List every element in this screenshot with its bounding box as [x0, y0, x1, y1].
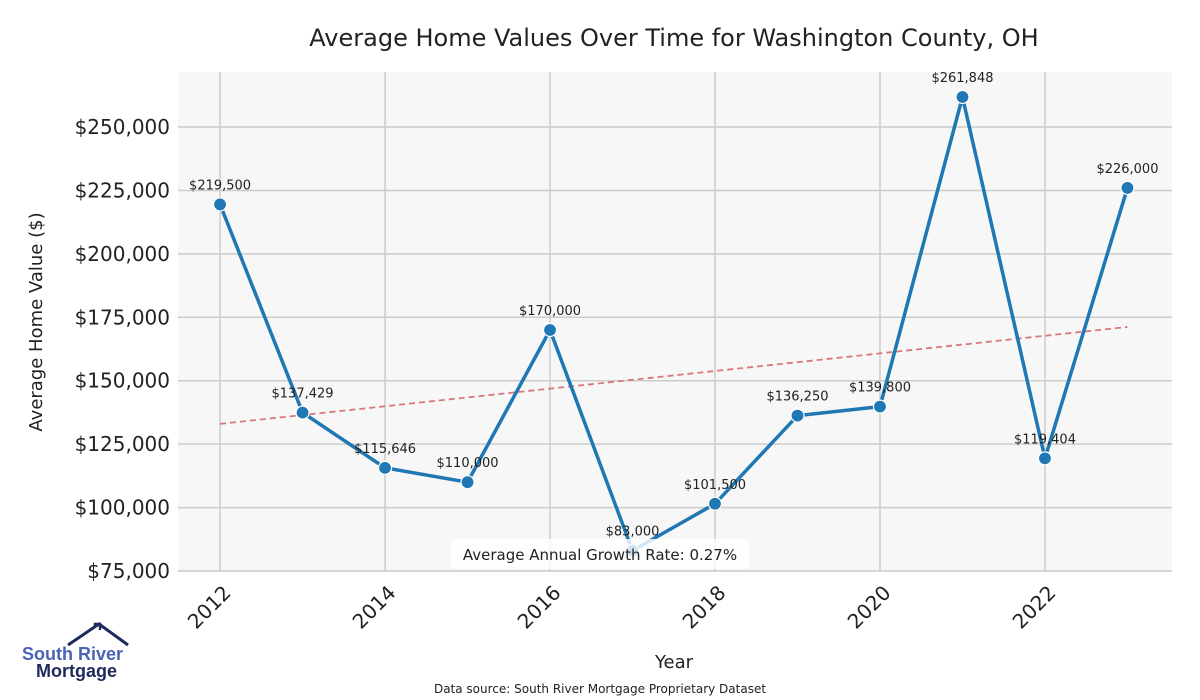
logo-line2: Mortgage — [36, 661, 117, 681]
data-point — [1120, 180, 1135, 196]
y-tick-label: $125,000 — [75, 432, 170, 456]
data-label: $219,500 — [189, 178, 251, 193]
data-point — [790, 408, 805, 423]
data-label: $226,000 — [1096, 162, 1158, 177]
data-label: $139,800 — [849, 381, 911, 396]
trend-line — [219, 326, 1128, 425]
logo-line1: South River — [22, 644, 123, 664]
data-point — [377, 460, 393, 475]
x-tick-label: 2016 — [513, 581, 566, 634]
data-point — [542, 322, 558, 338]
data-label: $261,848 — [931, 71, 993, 86]
data-source: Data source: South River Mortgage Propri… — [434, 682, 766, 696]
data-label: $83,000 — [606, 525, 660, 540]
x-axis-label: Year — [654, 652, 694, 673]
data-label: $101,500 — [684, 478, 746, 493]
data-label: $170,000 — [519, 304, 581, 319]
series-line — [218, 96, 1130, 554]
data-label: $136,250 — [766, 390, 828, 405]
logo: South River Mortgage — [22, 622, 129, 681]
x-tick-label: 2022 — [1008, 581, 1061, 634]
y-tick-label: $100,000 — [75, 496, 170, 520]
data-point — [295, 405, 310, 420]
growth-rate-annotation: Average Annual Growth Rate: 0.27% — [463, 546, 737, 564]
growth-rate-box — [450, 539, 750, 569]
y-tick-label: $175,000 — [75, 305, 170, 329]
data-point — [212, 197, 228, 212]
data-point — [1037, 451, 1053, 466]
x-tick-label: 2014 — [348, 581, 401, 634]
chart-title: Average Home Values Over Time for Washin… — [309, 24, 1038, 52]
y-tick-label: $150,000 — [75, 369, 170, 393]
y-tick-label: $225,000 — [75, 178, 170, 202]
data-point — [872, 399, 888, 414]
data-label: $110,000 — [437, 456, 499, 471]
data-label: $137,429 — [272, 387, 334, 402]
x-tick-label: 2018 — [678, 581, 731, 634]
plot-area — [178, 72, 1172, 572]
x-tick-label: 2020 — [843, 581, 896, 634]
data-point — [707, 496, 723, 511]
data-point — [460, 475, 475, 490]
data-point — [955, 89, 970, 105]
y-tick-label: $75,000 — [87, 559, 170, 583]
y-axis-label: Average Home Value ($) — [26, 212, 47, 431]
data-label: $115,646 — [354, 442, 416, 457]
x-tick-label: 2012 — [183, 581, 236, 634]
y-tick-label: $250,000 — [75, 115, 170, 139]
data-label: $119,404 — [1014, 432, 1076, 447]
y-tick-label: $200,000 — [75, 242, 170, 266]
